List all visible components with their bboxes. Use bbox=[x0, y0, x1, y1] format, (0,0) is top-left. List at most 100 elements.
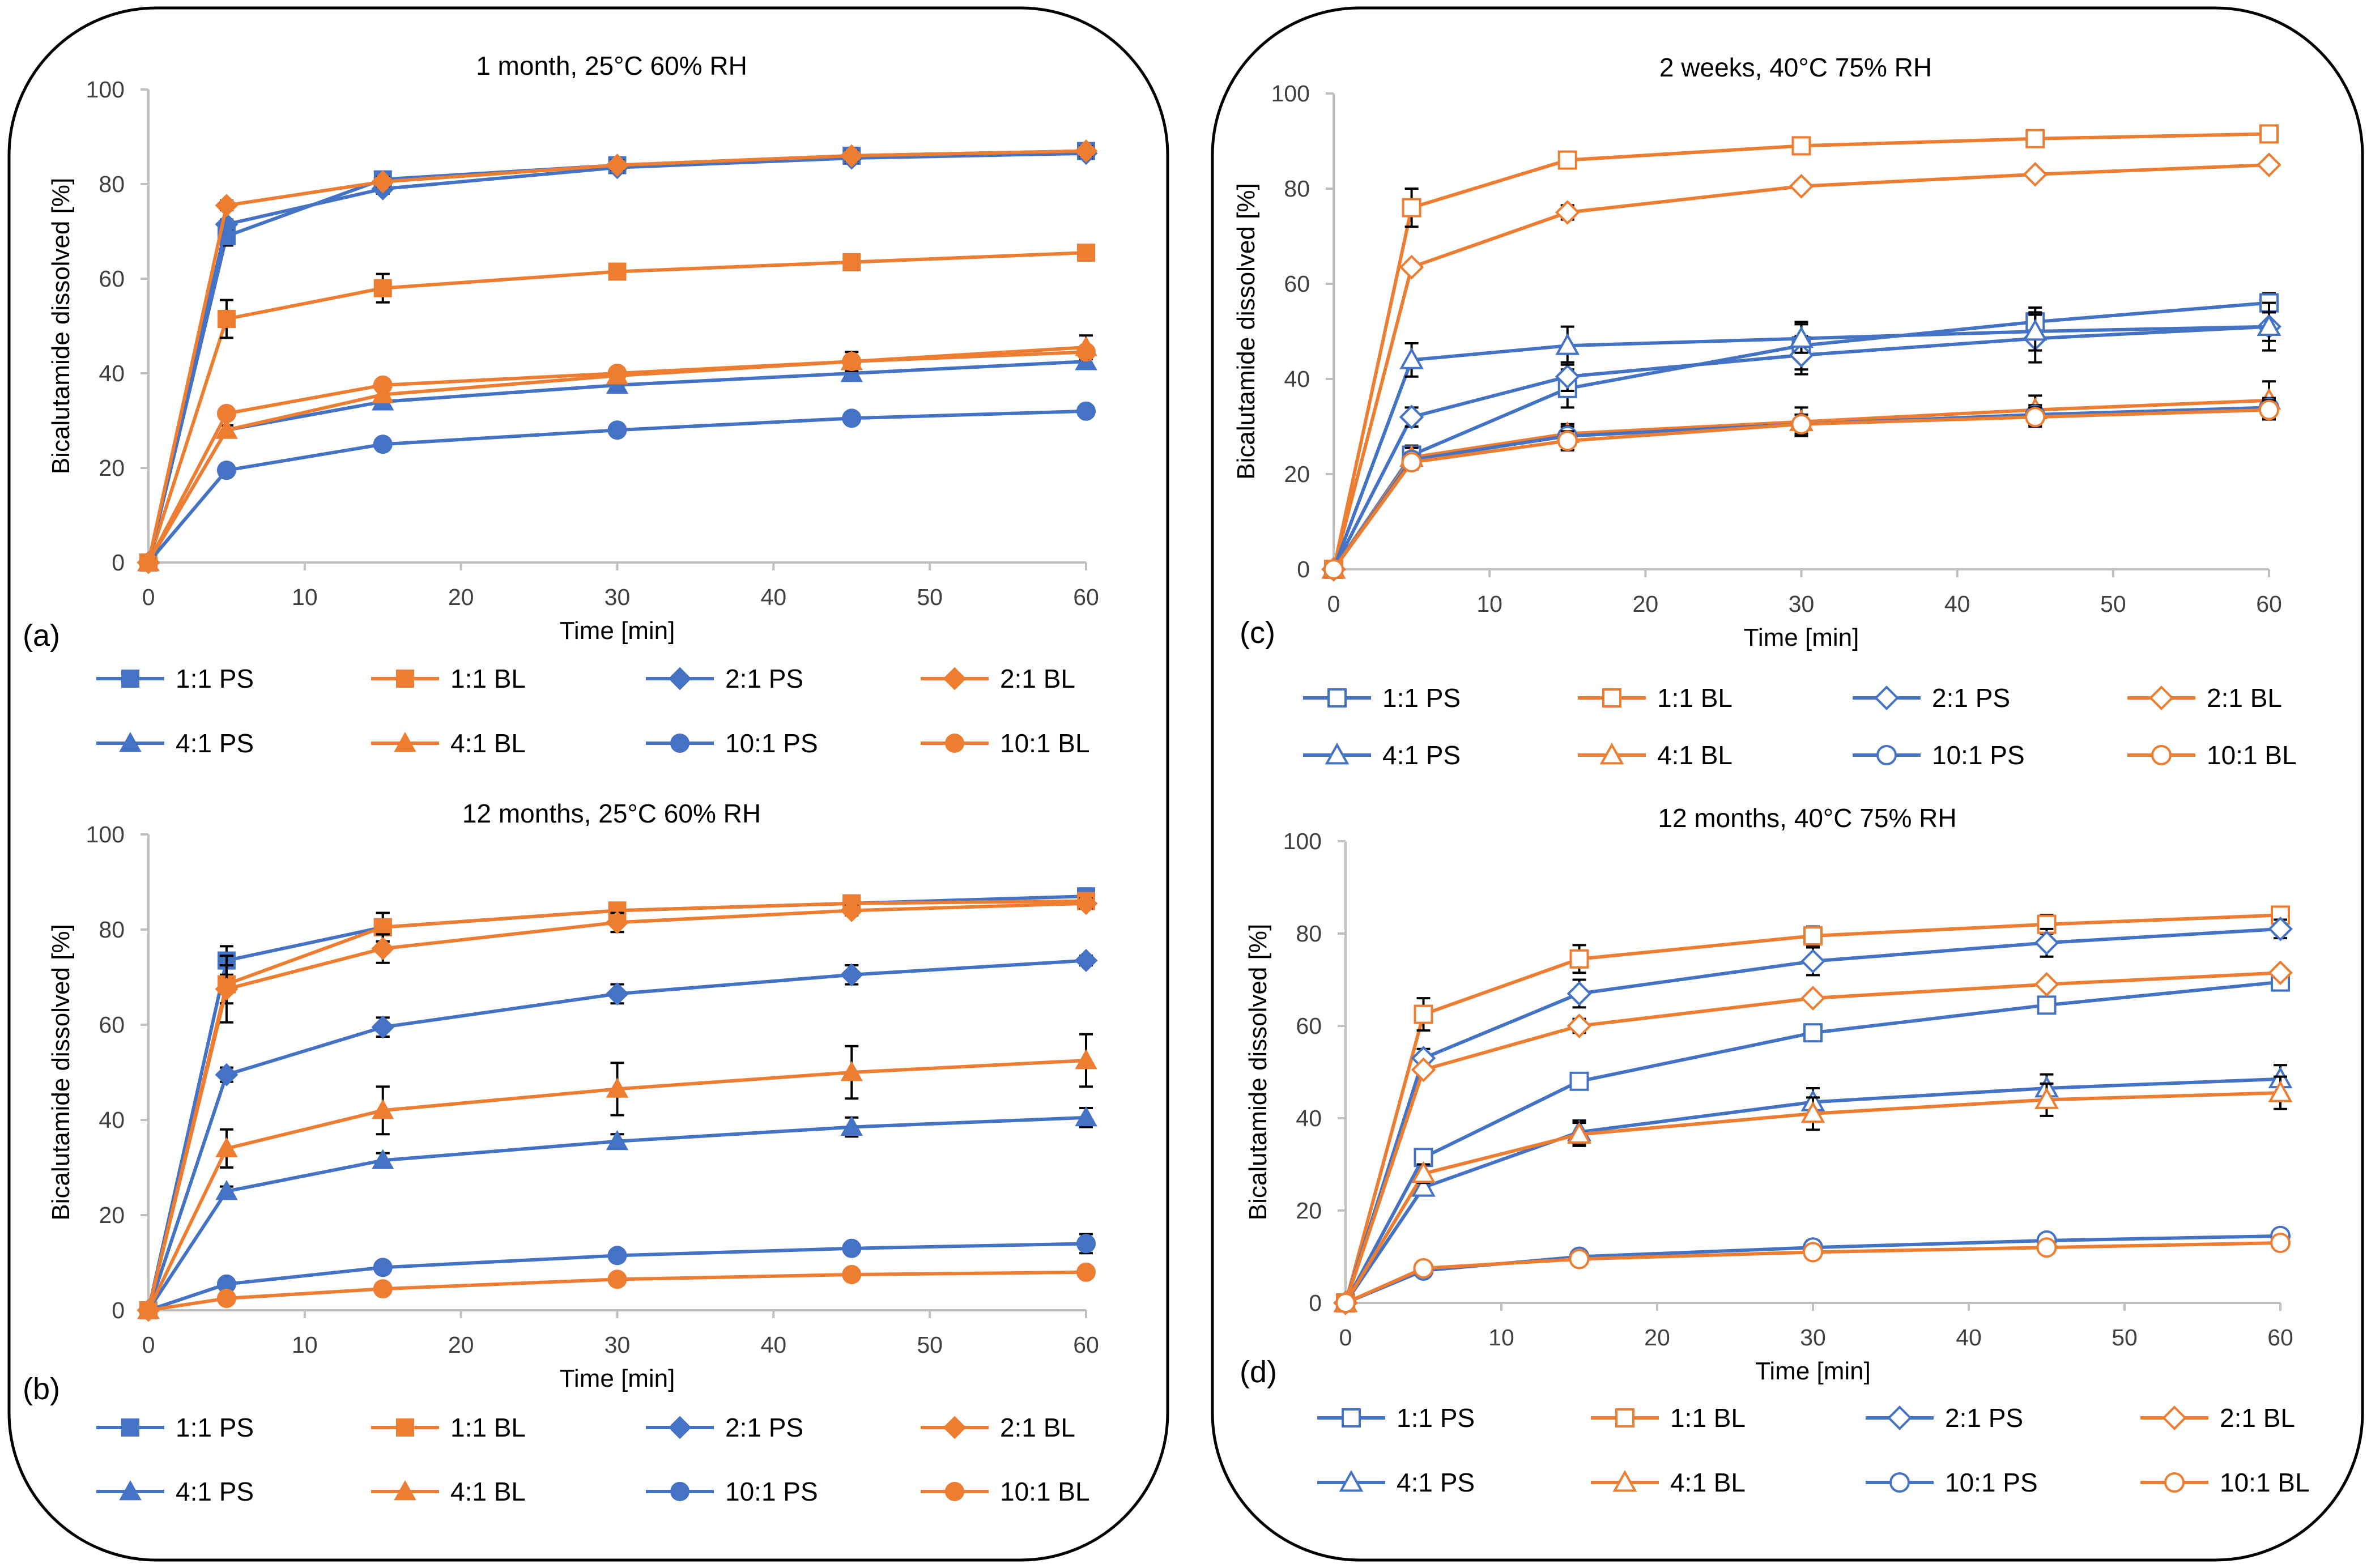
legend-label: 10:1 BL bbox=[1000, 1477, 1090, 1506]
y-tick-label: 40 bbox=[99, 360, 125, 386]
data-point bbox=[1074, 892, 1098, 915]
y-tick-label: 20 bbox=[99, 455, 125, 481]
legend-item: 10:1 PS bbox=[646, 728, 818, 758]
series-4-1-ps bbox=[1321, 301, 2281, 579]
legend-marker bbox=[396, 670, 414, 688]
y-tick-label: 80 bbox=[99, 171, 125, 197]
legend-item: 2:1 PS bbox=[1866, 1403, 2023, 1433]
legend-item: 2:1 BL bbox=[921, 1413, 1075, 1442]
series-line bbox=[147, 251, 1087, 563]
legend-marker bbox=[670, 1482, 689, 1501]
x-tick-label: 20 bbox=[1644, 1324, 1670, 1350]
x-tick-label: 20 bbox=[448, 1332, 474, 1358]
data-point bbox=[840, 144, 863, 168]
legend-marker bbox=[1339, 1469, 1364, 1492]
data-point bbox=[373, 918, 392, 936]
legend-label: 4:1 BL bbox=[450, 728, 526, 758]
panel-label: (a) bbox=[23, 619, 60, 653]
data-point bbox=[2259, 124, 2279, 144]
data-point bbox=[2268, 1080, 2293, 1102]
data-point bbox=[1402, 198, 1421, 218]
data-point bbox=[606, 1077, 629, 1098]
legend-item: 10:1 PS bbox=[646, 1477, 818, 1506]
data-point bbox=[1411, 1057, 1436, 1083]
data-point bbox=[842, 352, 862, 372]
x-tick-label: 40 bbox=[761, 584, 787, 610]
legend-marker bbox=[668, 667, 692, 691]
legend-label: 2:1 BL bbox=[2207, 683, 2282, 713]
data-point bbox=[373, 1258, 393, 1277]
x-tick-label: 0 bbox=[1339, 1324, 1352, 1350]
data-point bbox=[1789, 326, 1814, 348]
x-tick-label: 40 bbox=[1956, 1324, 1982, 1350]
data-point bbox=[2023, 318, 2048, 341]
data-point bbox=[1075, 1106, 1097, 1127]
y-tick-label: 60 bbox=[99, 266, 125, 292]
data-point bbox=[606, 1130, 629, 1151]
y-tick-label: 0 bbox=[112, 1297, 125, 1323]
data-point bbox=[2034, 930, 2059, 956]
series-line bbox=[147, 901, 1087, 1311]
x-tick-label: 30 bbox=[605, 1332, 631, 1358]
x-tick-label: 0 bbox=[142, 1332, 155, 1358]
legend-label: 1:1 BL bbox=[1657, 683, 1733, 713]
x-tick-label: 40 bbox=[1944, 591, 1970, 617]
panel-label: (c) bbox=[1240, 616, 1275, 650]
y-tick-label: 60 bbox=[1284, 271, 1310, 297]
y-tick-label: 40 bbox=[1284, 366, 1310, 392]
x-tick-label: 30 bbox=[1800, 1324, 1826, 1350]
legend-label: 10:1 BL bbox=[1000, 728, 1090, 758]
data-point bbox=[1323, 559, 1344, 580]
legend-marker bbox=[1602, 688, 1621, 708]
y-tick-label: 100 bbox=[1271, 80, 1310, 106]
data-point bbox=[1076, 1262, 1096, 1282]
data-point bbox=[1076, 342, 1096, 362]
data-point bbox=[2034, 1087, 2059, 1109]
x-tick-label: 50 bbox=[917, 1332, 943, 1358]
series-line bbox=[1344, 980, 2281, 1304]
data-point bbox=[1399, 404, 1424, 430]
y-tick-label: 100 bbox=[86, 821, 125, 847]
data-point bbox=[607, 364, 627, 383]
data-point bbox=[1569, 949, 1589, 969]
y-tick-label: 100 bbox=[1283, 828, 1322, 854]
y-axis-title: Bicalutamide dissolved [%] bbox=[1232, 183, 1260, 479]
right-panel-frame bbox=[1211, 6, 2364, 1562]
chart-c: 0 10 20 30 40 50 60 0 20 40 60 80 100 2 weeks, 40°C 7… bbox=[1232, 53, 2297, 770]
series-line bbox=[147, 350, 1087, 564]
legend-item: 1:1 PS bbox=[1303, 683, 1461, 713]
x-axis-title: Time [min] bbox=[560, 617, 675, 645]
legend: 1:1 PS 1:1 BL 2:1 PS 2:1 BL 4:1 PS 4:1 BL 10:1… bbox=[1317, 1403, 2310, 1497]
legend-label: 2:1 PS bbox=[1945, 1403, 2023, 1433]
data-point bbox=[2037, 995, 2057, 1015]
chart-title: 12 months, 25°C 60% RH bbox=[462, 799, 761, 828]
legend-marker bbox=[1876, 745, 1897, 765]
chart-title: 1 month, 25°C 60% RH bbox=[476, 51, 747, 80]
data-point bbox=[139, 553, 158, 572]
data-point bbox=[2025, 407, 2046, 428]
legend-label: 2:1 PS bbox=[1932, 683, 2010, 713]
legend-item: 2:1 PS bbox=[646, 1413, 803, 1442]
data-point bbox=[1789, 173, 1814, 199]
legend-label: 4:1 PS bbox=[176, 1477, 254, 1506]
x-tick-label: 50 bbox=[2112, 1324, 2138, 1350]
data-point bbox=[2036, 1237, 2057, 1258]
legend-item: 2:1 BL bbox=[921, 664, 1075, 693]
data-point bbox=[2257, 152, 2281, 177]
y-tick-label: 80 bbox=[1296, 921, 1322, 947]
x-tick-label: 10 bbox=[292, 1332, 318, 1358]
series-10-1-bl bbox=[1335, 1233, 2291, 1313]
legend-label: 1:1 PS bbox=[1382, 683, 1461, 713]
x-tick-label: 50 bbox=[2100, 591, 2126, 617]
legend-label: 4:1 BL bbox=[450, 1477, 526, 1506]
data-point bbox=[606, 982, 629, 1005]
data-point bbox=[216, 461, 236, 480]
legend-marker bbox=[1342, 1408, 1361, 1428]
data-point bbox=[1567, 1013, 1592, 1038]
data-point bbox=[1791, 136, 1811, 156]
series-line bbox=[1344, 1077, 2281, 1304]
x-axis-title: Time [min] bbox=[1744, 624, 1859, 651]
data-point bbox=[372, 1149, 394, 1169]
y-tick-label: 20 bbox=[1296, 1198, 1322, 1224]
chart-title: 2 weeks, 40°C 75% RH bbox=[1659, 53, 1932, 82]
